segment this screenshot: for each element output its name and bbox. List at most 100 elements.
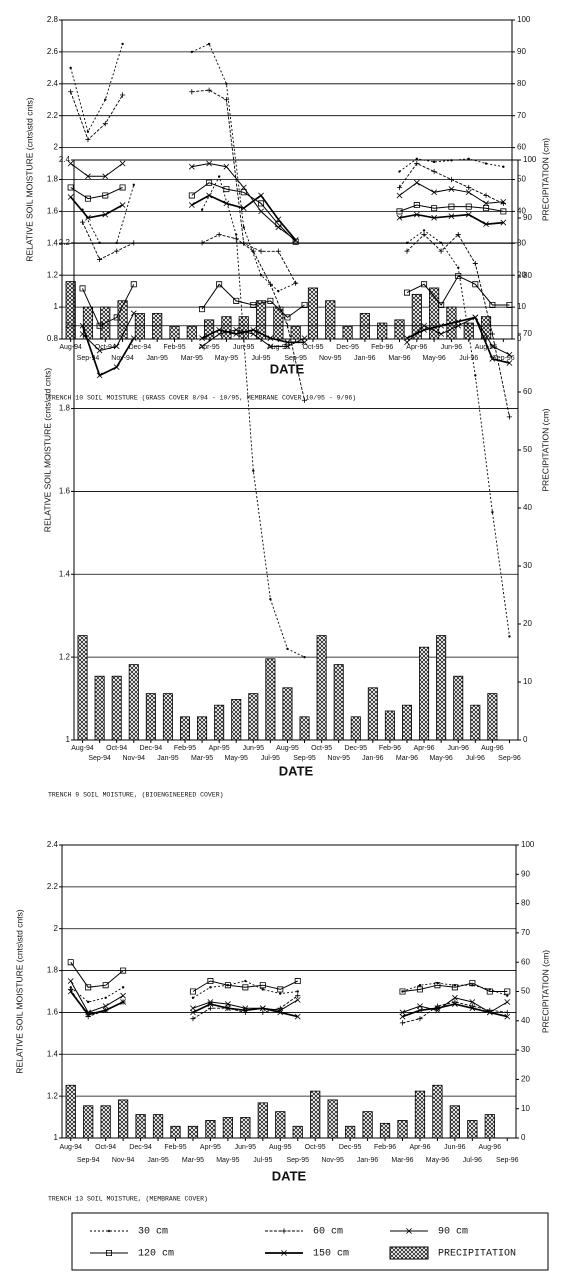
y2-tick-label: 60 — [517, 143, 526, 152]
point-marker — [421, 326, 427, 333]
precip-bar — [414, 1090, 426, 1139]
x-tick-label: Nov-94 — [112, 1157, 135, 1164]
precip-bar — [377, 322, 388, 340]
legend-label: 150 cm — [313, 1249, 349, 1260]
y2-axis-label: PRECIPITATION (cm) — [540, 138, 550, 221]
point-marker — [244, 979, 247, 983]
x-tick-label: Dec-95 — [339, 1144, 362, 1151]
point-marker — [421, 322, 427, 329]
x-tick-label: Aug-95 — [269, 1144, 292, 1151]
y-tick-label: 1.8 — [59, 404, 71, 413]
x-tick-label: Jun-96 — [448, 745, 470, 752]
x-tick-label: Feb-96 — [371, 344, 393, 351]
point-marker — [294, 978, 301, 985]
point-marker — [472, 281, 479, 288]
point-marker — [240, 205, 247, 212]
y2-tick-label: 10 — [517, 302, 526, 311]
point-marker — [399, 1020, 406, 1026]
x-tick-label: Jan-95 — [147, 1157, 169, 1164]
point-marker — [399, 988, 406, 995]
point-marker — [284, 339, 291, 346]
moisture-line — [70, 182, 504, 243]
point-marker — [102, 1003, 109, 1010]
y-tick-label: 1.2 — [47, 1091, 59, 1100]
x-tick-label: Jun-96 — [444, 1144, 466, 1151]
moisture-line — [82, 275, 510, 327]
x-tick-label: Apr-96 — [406, 344, 427, 351]
point-marker — [223, 200, 230, 207]
point-marker — [216, 326, 223, 333]
y-tick-label: 1 — [54, 1133, 59, 1142]
precip-bar — [453, 675, 464, 741]
point-marker — [67, 194, 74, 200]
y-tick-label: 2.4 — [59, 155, 71, 164]
point-marker — [417, 1003, 423, 1010]
y2-tick-label: 50 — [523, 445, 532, 454]
y2-tick-label: 80 — [523, 271, 532, 280]
point-marker — [102, 173, 109, 180]
y2-tick-label: 100 — [523, 155, 537, 164]
y-tick-label: 1.4 — [47, 1049, 59, 1058]
point-marker — [119, 160, 126, 167]
x-tick-label: Aug-94 — [71, 745, 94, 752]
precip-bar — [299, 716, 310, 741]
point-marker — [269, 597, 272, 601]
x-tick-label: Jul-96 — [463, 1157, 482, 1164]
point-marker — [190, 1005, 196, 1012]
point-marker — [405, 241, 409, 245]
point-marker — [399, 1009, 406, 1016]
point-marker — [81, 208, 84, 211]
precip-bar — [273, 306, 284, 340]
y-tick-label: 2 — [54, 924, 59, 933]
precip-bar — [359, 313, 370, 340]
x-tick-label: Feb-96 — [374, 1144, 396, 1151]
precip-bar — [186, 325, 197, 340]
point-marker — [465, 203, 472, 210]
point-marker — [483, 192, 489, 199]
precip-bar — [179, 716, 191, 741]
x-tick-label: Jul-96 — [466, 755, 485, 762]
point-marker — [431, 168, 437, 175]
point-marker — [484, 162, 488, 165]
precip-bar — [379, 1122, 391, 1139]
y-tick-label: 1.6 — [59, 487, 71, 496]
point-marker — [422, 229, 426, 232]
point-marker — [85, 137, 91, 143]
point-marker — [224, 982, 231, 989]
legend-box — [71, 1212, 549, 1271]
moisture-line — [82, 175, 510, 658]
x-tick-label: Nov-95 — [321, 1157, 344, 1164]
point-marker — [189, 89, 195, 95]
point-marker — [431, 214, 437, 221]
y2-tick-label: 100 — [521, 840, 535, 849]
point-marker — [295, 993, 301, 999]
y2-tick-label: 90 — [523, 213, 532, 222]
point-marker — [438, 331, 445, 337]
point-marker — [67, 988, 74, 995]
x-tick-label: Sep-94 — [88, 755, 111, 762]
moisture-line — [70, 990, 508, 1018]
legend-marker — [406, 1228, 412, 1234]
point-marker — [415, 157, 419, 160]
point-marker — [223, 163, 230, 170]
point-marker — [483, 200, 489, 207]
x-tick-label: Oct-95 — [311, 745, 332, 752]
point-marker — [438, 302, 445, 308]
point-marker — [199, 240, 205, 246]
point-marker — [114, 248, 120, 254]
point-marker — [275, 216, 282, 223]
y-tick-label: 1.2 — [47, 270, 59, 279]
x-tick-label: Apr-95 — [200, 1144, 221, 1151]
point-marker — [483, 205, 490, 212]
y-tick-label: 1.6 — [47, 207, 59, 216]
point-marker — [455, 273, 462, 279]
point-marker — [284, 323, 291, 329]
point-marker — [414, 160, 420, 167]
y-tick-label: 1.8 — [47, 966, 59, 975]
x-tick-label: Mar-95 — [182, 1157, 204, 1164]
point-marker — [506, 351, 513, 358]
x-tick-label: Aug-96 — [479, 1144, 502, 1151]
y-tick-label: 2.2 — [47, 882, 59, 891]
point-marker — [259, 274, 263, 277]
precip-bar — [333, 664, 344, 741]
